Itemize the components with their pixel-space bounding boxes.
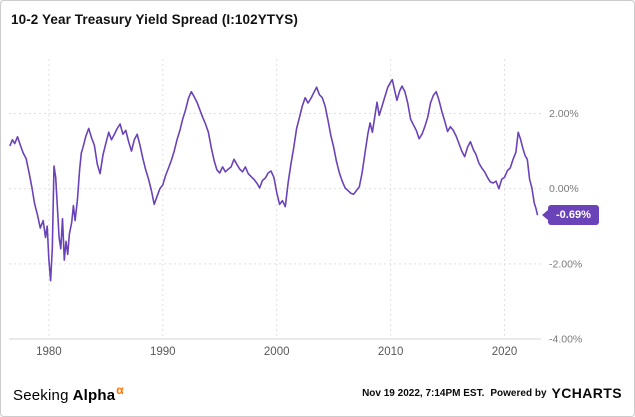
x-tick-label: 2000 — [264, 346, 290, 358]
footer: Seeking Alphaα Nov 19 2022, 7:14PM EST. P… — [1, 370, 634, 416]
last-value-label: -0.69% — [556, 208, 591, 221]
y-tick-label: -2.00% — [549, 258, 582, 270]
y-tick-label: 2.00% — [549, 108, 579, 120]
x-tick-label: 1990 — [150, 346, 176, 358]
chart-timestamp: Nov 19 2022, 7:14PM EST. — [362, 387, 485, 399]
powered-by-label: Powered by — [490, 387, 547, 399]
brand-seeking-text: Seeking — [13, 386, 69, 404]
y-tick-label: 0.00% — [549, 183, 579, 195]
x-tick-label: 2020 — [492, 346, 518, 358]
x-tick-label: 2010 — [378, 346, 404, 358]
seeking-alpha-logo: Seeking Alphaα — [13, 383, 124, 404]
chart-title: 10-2 Year Treasury Yield Spread (I:102YT… — [11, 12, 298, 27]
spread-series-line[interactable] — [9, 78, 539, 282]
alpha-symbol-icon: α — [116, 382, 124, 397]
x-tick-label: 1980 — [36, 346, 62, 358]
last-value-badge: -0.69% — [548, 204, 599, 225]
ycharts-logo: YCHARTS — [551, 385, 622, 401]
y-tick-label: -4.00% — [549, 334, 582, 346]
brand-alpha-text: Alpha — [72, 386, 116, 404]
attribution: Nov 19 2022, 7:14PM EST. Powered by YCHA… — [362, 385, 622, 401]
